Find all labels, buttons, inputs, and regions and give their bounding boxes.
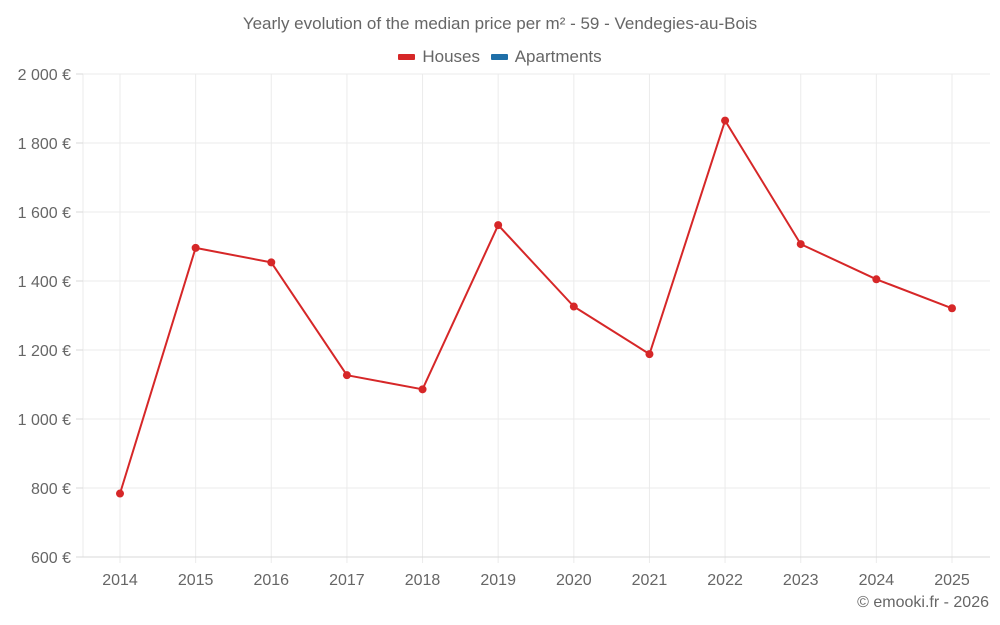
legend-item-houses[interactable]: Houses xyxy=(398,47,480,67)
legend: Houses Apartments xyxy=(0,45,1000,67)
y-tick-label: 600 € xyxy=(31,550,71,567)
data-point[interactable] xyxy=(494,221,503,230)
data-point[interactable] xyxy=(418,385,427,394)
data-point[interactable] xyxy=(948,304,956,313)
x-tick-label: 2025 xyxy=(934,572,970,589)
data-point[interactable] xyxy=(796,240,805,249)
legend-label-apartments: Apartments xyxy=(514,47,602,66)
y-tick-label: 1 400 € xyxy=(18,274,71,291)
x-tick-label: 2017 xyxy=(329,572,365,589)
x-tick-label: 2021 xyxy=(632,572,668,589)
x-tick-label: 2024 xyxy=(859,572,895,589)
y-tick-label: 1 000 € xyxy=(18,412,71,429)
y-tick-label: 800 € xyxy=(31,481,71,498)
y-axis: 600 € 800 € 1 000 € 1 200 € 1 400 € 1 600 € 1 … xyxy=(18,67,83,567)
legend-item-apartments[interactable]: Apartments xyxy=(490,47,602,67)
y-tick-label: 2 000 € xyxy=(18,67,71,84)
y-tick-label: 1 600 € xyxy=(18,205,71,222)
x-tick-label: 2014 xyxy=(102,572,138,589)
y-tick-label: 1 200 € xyxy=(18,343,71,360)
data-point[interactable] xyxy=(569,302,578,311)
data-point[interactable] xyxy=(872,275,881,284)
y-tick-label: 1 800 € xyxy=(18,136,71,153)
houses-swatch-icon xyxy=(398,54,416,60)
chart-title: Yearly evolution of the median price per… xyxy=(242,14,758,33)
series-houses xyxy=(116,116,956,498)
copyright-credit: © emooki.fr - 2026 xyxy=(857,594,989,611)
data-point[interactable] xyxy=(342,371,351,380)
x-tick-label: 2020 xyxy=(556,572,592,589)
x-axis: 2014 2015 2016 2017 2018 2019 2020 2021 2022 2023… xyxy=(83,556,990,589)
x-tick-label: 2018 xyxy=(405,572,441,589)
x-tick-label: 2022 xyxy=(707,572,743,589)
grid-lines xyxy=(82,73,990,563)
data-point[interactable] xyxy=(645,350,654,359)
legend-label-houses: Houses xyxy=(422,47,480,66)
data-point[interactable] xyxy=(721,116,730,125)
data-point[interactable] xyxy=(191,243,200,252)
data-point[interactable] xyxy=(116,489,124,498)
x-tick-label: 2016 xyxy=(253,572,289,589)
data-point[interactable] xyxy=(267,258,276,267)
x-tick-label: 2023 xyxy=(783,572,819,589)
x-tick-label: 2015 xyxy=(178,572,214,589)
x-tick-label: 2019 xyxy=(480,572,516,589)
apartments-swatch-icon xyxy=(490,54,508,60)
